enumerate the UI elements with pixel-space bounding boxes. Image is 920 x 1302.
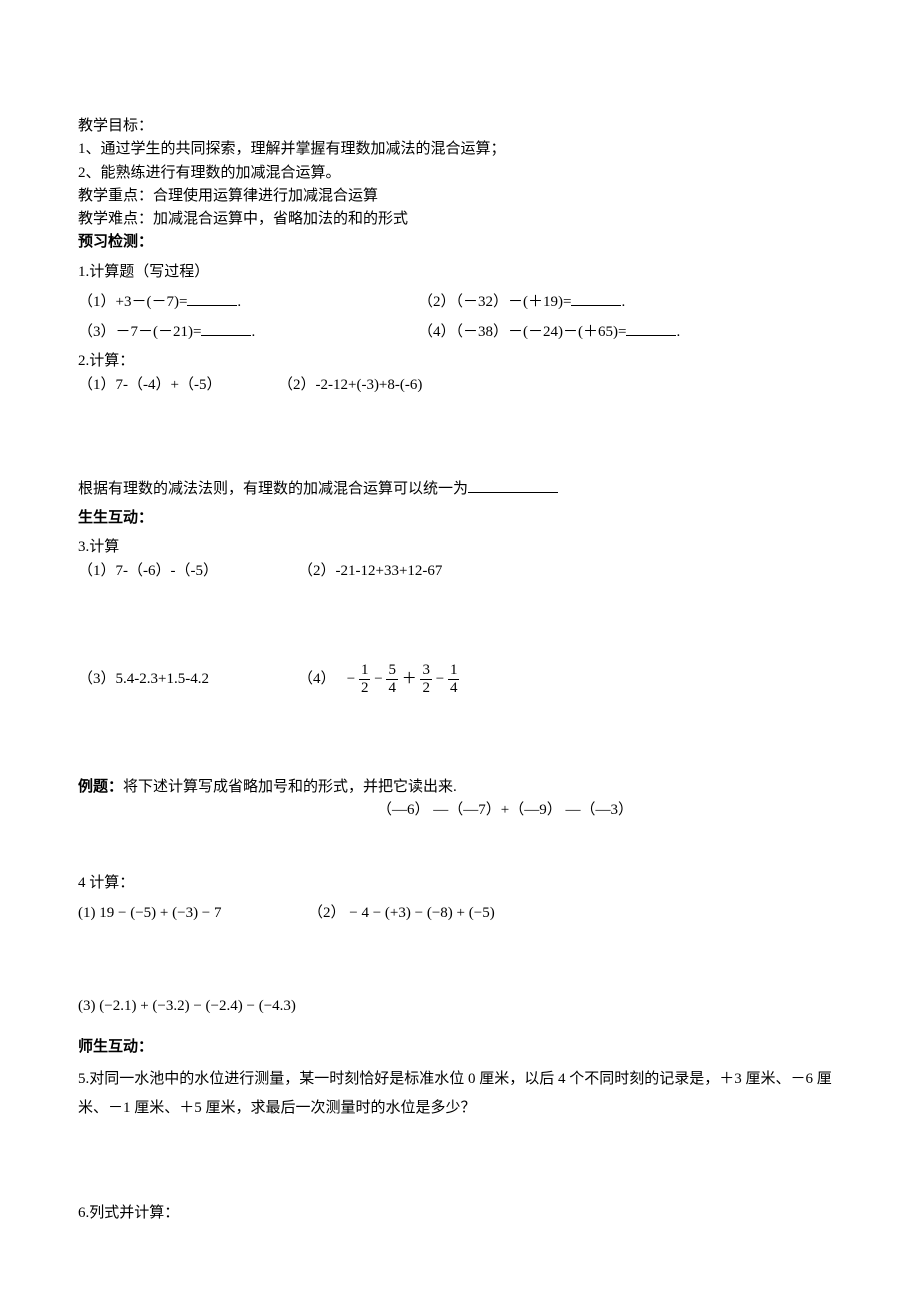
q1-4-label: （4）（－38）－(－24)－(＋65)=: [418, 324, 626, 340]
q5-text: 5.对同一水池中的水位进行测量，某一时刻恰好是标准水位 0 厘米，以后 4 个不…: [78, 1065, 842, 1122]
q3-4-prefix: −: [347, 671, 355, 687]
fraction: 54: [386, 663, 398, 696]
example-label: 例题：: [78, 779, 123, 795]
blank-field: [468, 477, 558, 493]
frac-den: 4: [448, 680, 460, 696]
preview-summary: 根据有理数的减法法则，有理数的加减混合运算可以统一为: [78, 477, 842, 501]
fraction: 32: [420, 663, 432, 696]
op: −: [436, 671, 444, 687]
q3-title: 3.计算: [78, 536, 842, 559]
blank-field: [626, 320, 676, 336]
blank-field: [187, 290, 237, 306]
q4-e2: （2） − 4 − (+3) − (−8) + (−5): [308, 902, 495, 925]
preview-title: 预习检测：: [78, 231, 842, 254]
frac-den: 2: [420, 680, 432, 696]
q1-1-label: （1）+3－(－7)=: [78, 294, 187, 310]
ts-title: 师生互动：: [78, 1036, 842, 1059]
frac-den: 4: [386, 680, 398, 696]
q3-3: （3）5.4-2.3+1.5-4.2: [78, 668, 298, 691]
q1-2-label: （2）（－32）－(＋19)=: [418, 294, 571, 310]
q3-row-1: （1）7-（-6）-（-5） （2）-21-12+33+12-67: [78, 560, 842, 583]
goal-2: 2、能熟练进行有理数的加减混合运算。: [78, 162, 842, 185]
ss-title: 生生互动：: [78, 507, 842, 530]
goal-1: 1、通过学生的共同探索，理解并掌握有理数加减法的混合运算；: [78, 138, 842, 161]
frac-num: 1: [448, 663, 460, 680]
q3-1: （1）7-（-6）-（-5）: [78, 560, 298, 583]
q1-3-label: （3）－7－(－21)=: [78, 324, 201, 340]
goals-label: 教学目标：: [78, 115, 842, 138]
blank-field: [201, 320, 251, 336]
fraction: 14: [448, 663, 460, 696]
example-text: 将下述计算写成省略加号和的形式，并把它读出来.: [123, 779, 457, 795]
q2-2: （2）-2-12+(-3)+8-(-6): [278, 374, 422, 397]
q1-row-2: （3）－7－(－21)=. （4）（－38）－(－24)－(＋65)=.: [78, 320, 842, 344]
frac-num: 5: [386, 663, 398, 680]
q4-e3: (3) (−2.1) + (−3.2) − (−2.4) − (−4.3): [78, 995, 842, 1018]
q2-title: 2.计算：: [78, 350, 842, 373]
fraction: 12: [359, 663, 371, 696]
frac-num: 3: [420, 663, 432, 680]
q1-row-1: （1）+3－(－7)=. （2）（－32）－(＋19)=.: [78, 290, 842, 314]
summary-text: 根据有理数的减法法则，有理数的加减混合运算可以统一为: [78, 481, 468, 497]
example-expr: （—6） —（—7）+（—9） —（—3）: [78, 799, 842, 822]
q2-1: （1）7-（-4）+（-5）: [78, 374, 278, 397]
frac-den: 2: [359, 680, 371, 696]
op: ＋: [402, 671, 417, 687]
blank-field: [571, 290, 621, 306]
q3-4: （4） − 12 − 54 ＋ 32 − 14: [298, 663, 459, 696]
difficulty: 教学难点：加减混合运算中，省略加法的和的形式: [78, 208, 842, 231]
q1-4-dot: .: [676, 324, 680, 340]
q6-text: 6.列式并计算：: [78, 1202, 842, 1225]
q3-4-label: （4）: [298, 671, 336, 687]
q4-title: 4 计算：: [78, 872, 842, 895]
q4-e1: (1) 19 − (−5) + (−3) − 7: [78, 902, 308, 925]
q2-row: （1）7-（-4）+（-5） （2）-2-12+(-3)+8-(-6): [78, 374, 842, 397]
q1-2-dot: .: [621, 294, 625, 310]
q3-row-2: （3）5.4-2.3+1.5-4.2 （4） − 12 − 54 ＋ 32 − …: [78, 663, 842, 696]
q1-3-dot: .: [251, 324, 255, 340]
q1-1-dot: .: [237, 294, 241, 310]
q4-row-1: (1) 19 − (−5) + (−3) − 7 （2） − 4 − (+3) …: [78, 902, 842, 925]
keypoint: 教学重点：合理使用运算律进行加减混合运算: [78, 185, 842, 208]
q1-title: 1.计算题（写过程）: [78, 261, 842, 284]
example-line: 例题：将下述计算写成省略加号和的形式，并把它读出来.: [78, 776, 842, 799]
frac-num: 1: [359, 663, 371, 680]
q3-2: （2）-21-12+33+12-67: [298, 560, 442, 583]
op: −: [374, 671, 382, 687]
